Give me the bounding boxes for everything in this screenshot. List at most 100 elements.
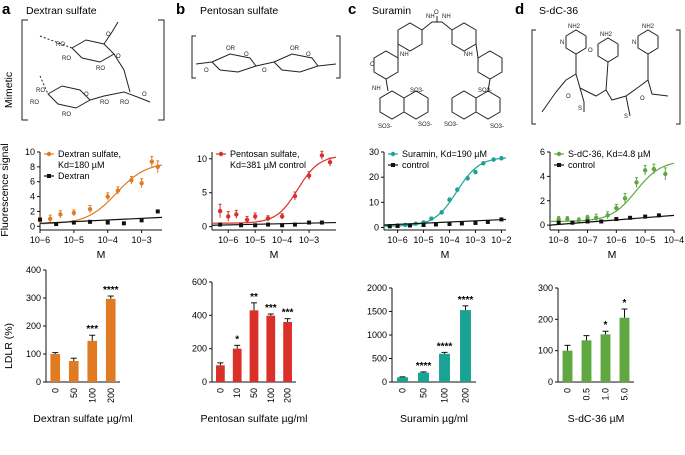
legend-entry: Kd=381 µM control bbox=[230, 160, 306, 170]
legend-swatch-marker bbox=[46, 151, 52, 157]
legend-entry: control bbox=[402, 160, 429, 170]
struct-label: O bbox=[84, 92, 89, 98]
data-point bbox=[292, 193, 298, 199]
data-point bbox=[327, 159, 333, 165]
data-point bbox=[129, 178, 134, 183]
y-tick-label: 200 bbox=[538, 314, 553, 324]
legend-entry: S-dC-36, Kd=4.8 µM bbox=[568, 149, 650, 159]
data-point bbox=[455, 187, 460, 192]
data-point bbox=[485, 219, 490, 224]
data-point bbox=[115, 188, 121, 193]
data-point bbox=[622, 196, 628, 201]
linkage bbox=[195, 61, 337, 67]
y-tick-label: 100 bbox=[538, 346, 553, 356]
ring-two bbox=[273, 53, 319, 73]
x-axis-label: M bbox=[97, 249, 106, 261]
bar bbox=[232, 348, 242, 382]
x-tick-label: 10−6 bbox=[387, 235, 407, 245]
data-point bbox=[387, 224, 392, 229]
x-tick-label: 200 bbox=[106, 388, 116, 403]
glycosidic-chain bbox=[89, 21, 151, 103]
ring-upper bbox=[71, 39, 115, 63]
y-tick-label: 6 bbox=[540, 147, 545, 157]
data-point bbox=[643, 214, 648, 219]
panel-letter-a: a bbox=[2, 1, 11, 18]
significance-label: *** bbox=[282, 308, 294, 319]
x-axis-label: Suramin µg/ml bbox=[400, 413, 468, 425]
struct-label: S bbox=[578, 106, 582, 112]
legend-swatch-marker bbox=[557, 163, 561, 167]
data-point bbox=[38, 217, 42, 222]
bar-chart-b: 0 200 400 600 0 * 10 ** 50 *** 100 *** 200 Pentosan s… bbox=[192, 277, 308, 425]
data-point bbox=[651, 166, 657, 172]
x-tick-label: 10−4 bbox=[98, 235, 118, 245]
struct-label: RO bbox=[62, 112, 71, 118]
data-point bbox=[218, 222, 223, 227]
panel-letter-d: d bbox=[515, 1, 524, 18]
bar bbox=[68, 361, 79, 382]
struct-label: O bbox=[434, 10, 439, 16]
legend-swatch-marker bbox=[390, 151, 396, 157]
y-tick-label: 5 bbox=[202, 188, 207, 198]
x-tick-label: 0 bbox=[563, 388, 573, 393]
bar bbox=[397, 377, 408, 382]
x-tick-label: 0 bbox=[50, 388, 60, 393]
data-point bbox=[244, 217, 250, 223]
cytosine-1 bbox=[565, 29, 587, 55]
y-tick-label: 400 bbox=[192, 310, 207, 320]
x-tick-label: 100 bbox=[440, 388, 450, 403]
x-tick-label: 10−3 bbox=[299, 235, 319, 245]
data-point bbox=[565, 216, 570, 222]
data-point bbox=[481, 161, 486, 166]
row-label-mimetic: Mimetic bbox=[3, 72, 15, 108]
struct-label: OR bbox=[226, 46, 236, 52]
data-point bbox=[429, 216, 434, 221]
x-tick-label: 200 bbox=[461, 388, 471, 403]
x-tick-label: 10−6 bbox=[30, 235, 50, 245]
ring-top-right bbox=[451, 22, 477, 52]
x-tick-label: 0.5 bbox=[582, 388, 592, 401]
data-point bbox=[139, 218, 144, 223]
data-point bbox=[319, 220, 324, 225]
panel-letter-c: c bbox=[348, 1, 356, 18]
y-tick-label: 10 bbox=[369, 197, 379, 207]
data-point bbox=[421, 222, 426, 227]
bar bbox=[249, 310, 259, 382]
struct-label: NH bbox=[442, 14, 451, 20]
data-point bbox=[307, 220, 312, 225]
data-point bbox=[576, 218, 582, 223]
scatter-chart-a: 10−6 10−5 10−4 10−3 0 2 4 6 8 10 M Dextran sulfate,… bbox=[25, 147, 163, 261]
bar bbox=[266, 315, 276, 382]
struct-label: O bbox=[588, 48, 593, 54]
struct-label: SO3- bbox=[378, 124, 392, 130]
data-point bbox=[88, 219, 93, 224]
x-tick-label: 10−2 bbox=[491, 235, 511, 245]
y-tick-label: 0 bbox=[548, 377, 553, 387]
y-tick-label: 20 bbox=[369, 172, 379, 182]
compound-name-b: Pentosan sulfate bbox=[200, 5, 278, 17]
amide-links bbox=[385, 43, 491, 92]
bar bbox=[105, 298, 116, 382]
x-tick-label: 10−5 bbox=[64, 235, 84, 245]
data-point bbox=[585, 215, 590, 221]
bar-chart-d: 0 100 200 300 0 0.5 * 1.0 * 5.0 S-dC-36 µM bbox=[538, 283, 634, 425]
data-point bbox=[663, 171, 668, 177]
y-tick-label: 30 bbox=[369, 147, 379, 157]
structure-labels-pentosan: OR OR O O O O bbox=[204, 46, 311, 74]
legend-swatch-marker bbox=[47, 174, 51, 178]
row-label-ldlr: LDLR (%) bbox=[3, 323, 15, 369]
legend-entry: Dextran bbox=[58, 171, 90, 181]
structure-labels-dextran: RO RO RO RO RO RO RO RO O O O O bbox=[30, 32, 147, 118]
x-axis-label: S-dC-36 µM bbox=[568, 413, 625, 425]
compound-name-d: S-dC-36 bbox=[539, 5, 578, 17]
urea-link bbox=[421, 16, 453, 31]
bar bbox=[600, 334, 611, 382]
y-tick-label: 500 bbox=[372, 354, 387, 364]
x-tick-label: 10−8 bbox=[549, 235, 569, 245]
chart-layer: 10−6 10−5 10−4 10−3 0 2 4 6 8 10 M Dextran sulfate,… bbox=[25, 147, 684, 425]
y-tick-label: 10 bbox=[25, 147, 35, 157]
fit-curve bbox=[550, 162, 675, 222]
bar bbox=[87, 340, 98, 382]
bar bbox=[619, 317, 630, 382]
